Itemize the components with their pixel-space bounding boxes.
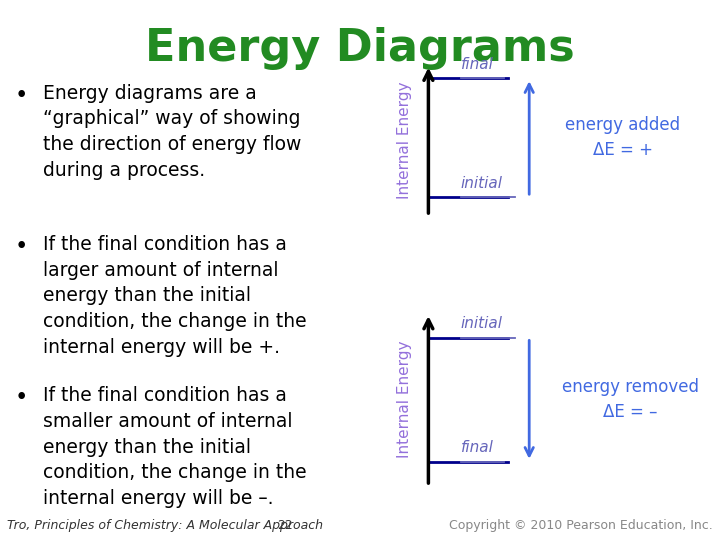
Text: Internal Energy: Internal Energy xyxy=(397,341,412,458)
Text: •: • xyxy=(14,386,28,409)
Text: final: final xyxy=(461,440,494,455)
Text: final: final xyxy=(461,57,494,72)
Text: initial: initial xyxy=(461,316,503,331)
Text: Internal Energy: Internal Energy xyxy=(397,82,412,199)
Text: Tro, Principles of Chemistry: A Molecular Approach: Tro, Principles of Chemistry: A Molecula… xyxy=(7,519,323,532)
Text: energy added
ΔE = +: energy added ΔE = + xyxy=(565,116,680,159)
Text: energy removed
ΔE = –: energy removed ΔE = – xyxy=(562,378,698,421)
Text: Copyright © 2010 Pearson Education, Inc.: Copyright © 2010 Pearson Education, Inc. xyxy=(449,519,713,532)
Text: Energy Diagrams: Energy Diagrams xyxy=(145,27,575,70)
Text: If the final condition has a
larger amount of internal
energy than the initial
c: If the final condition has a larger amou… xyxy=(43,235,307,357)
Text: initial: initial xyxy=(461,176,503,191)
Text: 22: 22 xyxy=(277,519,293,532)
Text: Energy diagrams are a
“graphical” way of showing
the direction of energy flow
du: Energy diagrams are a “graphical” way of… xyxy=(43,84,302,180)
Text: •: • xyxy=(14,235,28,258)
Text: If the final condition has a
smaller amount of internal
energy than the initial
: If the final condition has a smaller amo… xyxy=(43,386,307,508)
Text: •: • xyxy=(14,84,28,107)
